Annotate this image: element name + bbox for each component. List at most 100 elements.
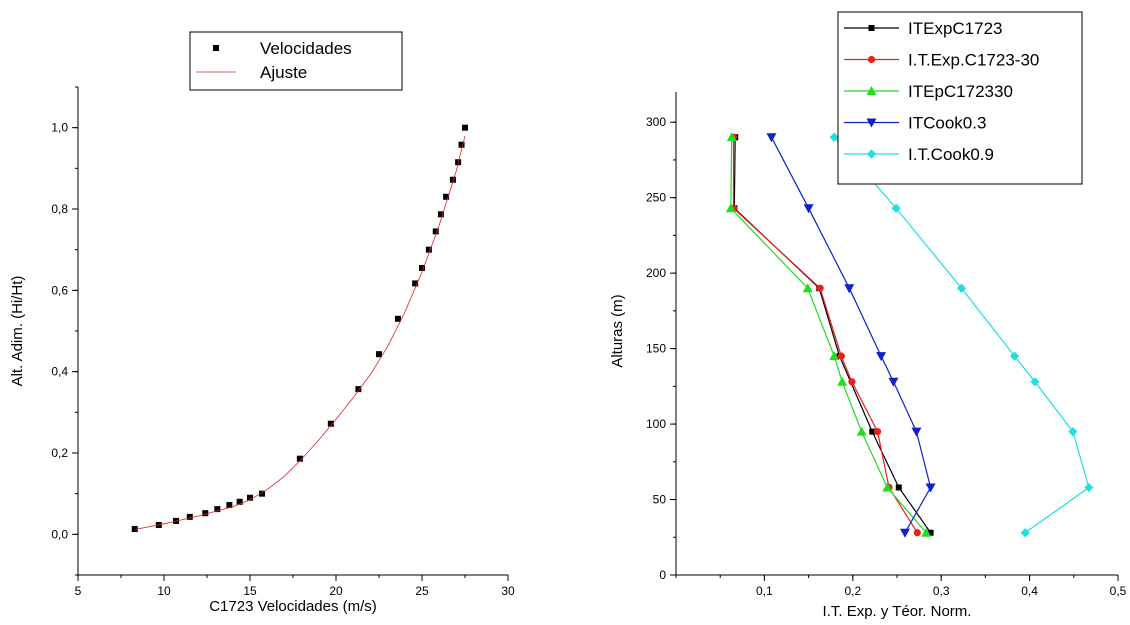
data-point <box>425 246 432 253</box>
x-tick-label: 0,2 <box>844 584 861 598</box>
data-point <box>1068 427 1078 437</box>
y-tick-label: 300 <box>646 115 666 129</box>
x-tick-label: 15 <box>243 584 257 598</box>
data-point <box>726 132 737 142</box>
data-point <box>296 455 303 462</box>
y-tick-label: 0,0 <box>51 527 68 541</box>
legend-swatch-marker <box>866 86 877 95</box>
series-line <box>730 137 927 534</box>
data-point <box>913 529 921 537</box>
data-point <box>829 132 839 142</box>
data-point <box>226 502 233 509</box>
data-point <box>876 352 887 362</box>
data-point <box>888 377 899 387</box>
x-tick-label: 10 <box>157 584 171 598</box>
data-point <box>259 490 266 497</box>
data-point <box>462 124 468 131</box>
series-line <box>733 137 932 534</box>
data-point <box>956 283 967 293</box>
x-tick-label: 0,3 <box>933 584 950 598</box>
legend-swatch-marker <box>867 55 876 64</box>
y-tick-label: 0,8 <box>51 202 68 216</box>
data-point <box>899 528 910 538</box>
series-line <box>134 135 466 530</box>
data-point <box>327 420 334 427</box>
y-axis-label: Alturas (m) <box>609 294 626 367</box>
legend: Velocidades Ajuste <box>189 31 403 91</box>
legend-swatch-marker <box>866 149 877 159</box>
y-tick-label: 0 <box>659 568 666 582</box>
legend-label: Ajuste <box>260 63 307 82</box>
legend-label: Velocidades <box>260 39 352 58</box>
data-point <box>927 529 934 536</box>
x-axis-label: I.T. Exp. y Téor. Norm. <box>823 603 972 620</box>
chart-1: 5 10 15 20 25 30 0,0 0,2 0,4 0,6 0,8 1,0 C1723 Veloc… <box>9 31 515 615</box>
x-tick-label: 20 <box>329 584 343 598</box>
legend-label: ITEpC172330 <box>908 82 1013 101</box>
y-tick-label: 150 <box>646 342 666 356</box>
data-point <box>837 376 848 386</box>
x-tick-label: 0,4 <box>1021 584 1038 598</box>
data-point <box>247 494 253 501</box>
data-point <box>419 264 425 271</box>
chart-2: 0,1 0,2 0,3 0,4 0,5 0 50 100 150 200 250 300 I.T. Ex… <box>609 11 1127 620</box>
data-point <box>725 203 736 213</box>
series-1 <box>731 134 934 536</box>
series-line <box>732 137 918 534</box>
legend-label: ITExpC1723 <box>908 19 1003 38</box>
series-4 <box>766 133 936 538</box>
data-point <box>1020 528 1030 538</box>
legend-box <box>189 31 403 91</box>
data-point <box>443 193 450 200</box>
series-2 <box>134 135 466 530</box>
y-axis-label: Alt. Adim. (Hi/Ht) <box>9 276 26 387</box>
x-tick-label: 0,1 <box>756 584 773 598</box>
data-point <box>437 211 444 218</box>
data-point <box>925 483 936 493</box>
legend-swatch-marker <box>868 25 875 31</box>
legend-box <box>837 11 1083 185</box>
y-tick-label: 50 <box>653 493 667 507</box>
y-tick-label: 200 <box>646 266 666 280</box>
data-point <box>202 510 209 517</box>
y-tick-label: 0,2 <box>51 446 68 460</box>
series-1 <box>131 124 468 533</box>
y-tick-label: 100 <box>646 417 666 431</box>
series-3 <box>725 132 932 537</box>
series-5 <box>829 132 1094 538</box>
legend-label: I.T.Cook0.9 <box>908 145 994 164</box>
x-axis-label: C1723 Velocidades (m/s) <box>209 598 377 615</box>
data-point <box>921 527 932 537</box>
data-point <box>873 428 882 436</box>
data-point <box>432 228 439 235</box>
data-point <box>802 283 813 293</box>
data-point <box>355 386 362 393</box>
data-point <box>1009 351 1020 361</box>
data-point <box>449 176 456 183</box>
data-point <box>848 378 856 386</box>
x-tick-label: 30 <box>501 584 515 598</box>
y-tick-label: 0,4 <box>51 365 68 379</box>
y-tick-label: 1,0 <box>51 121 68 135</box>
data-point <box>766 133 777 143</box>
series-line <box>770 137 932 533</box>
x-tick-label: 0,5 <box>1110 584 1127 598</box>
data-point <box>891 203 901 213</box>
data-point <box>214 506 221 513</box>
data-point <box>186 513 193 520</box>
y-tick-label: 0,6 <box>51 283 68 297</box>
data-point <box>882 482 893 492</box>
data-point <box>911 427 922 437</box>
legend: ITExpC1723 I.T.Exp.C1723-30 ITEpC172330 ITC… <box>837 11 1083 185</box>
data-point <box>458 141 465 148</box>
data-point <box>829 351 840 361</box>
legend-label: ITCook0.3 <box>908 114 986 133</box>
x-tick-label: 25 <box>415 584 429 598</box>
legend-swatch-marker <box>213 45 219 51</box>
data-point <box>844 284 855 294</box>
y-tick-label: 250 <box>646 191 666 205</box>
legend-swatch-marker <box>866 118 877 128</box>
legend-label: I.T.Exp.C1723-30 <box>908 51 1039 70</box>
data-point <box>856 426 867 436</box>
